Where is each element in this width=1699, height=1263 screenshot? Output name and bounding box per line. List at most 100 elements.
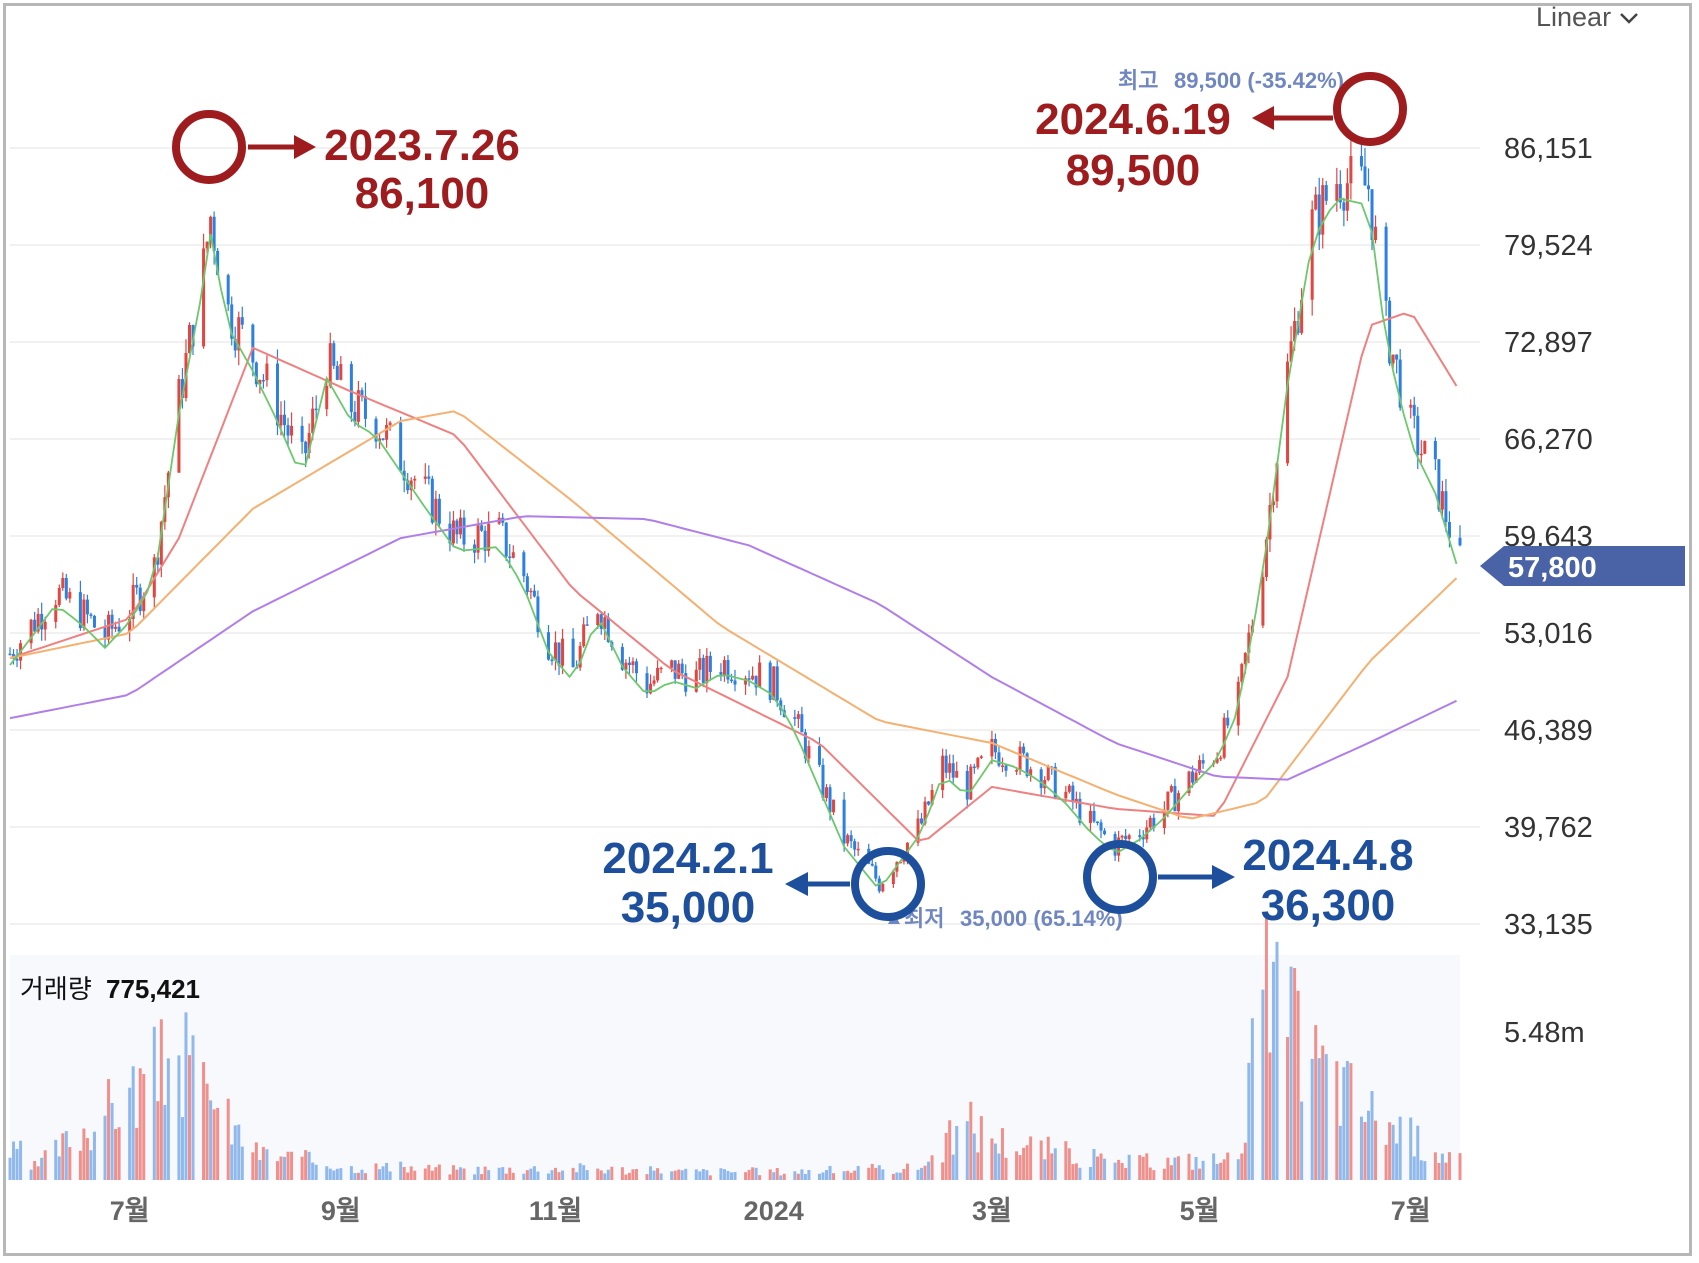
candle-body — [385, 424, 389, 440]
candle-body — [261, 379, 265, 382]
candle-body — [948, 763, 952, 773]
candle-body — [1370, 189, 1374, 241]
candle-body — [335, 365, 339, 380]
candle-body — [85, 599, 89, 615]
candle-body — [237, 317, 241, 351]
volume-bar — [772, 1172, 776, 1180]
candle-body — [1240, 664, 1244, 682]
candle-body — [825, 787, 829, 799]
candle-body — [1099, 822, 1103, 831]
volume-label-text: 거래량 — [20, 974, 92, 1004]
volume-bar — [402, 1167, 406, 1180]
volume-bar — [1370, 1091, 1374, 1180]
volume-bar — [923, 1165, 927, 1180]
candle-body — [606, 617, 610, 642]
volume-bar — [114, 1129, 118, 1180]
annotation-peak-2024: 2024.6.19 89,500 — [1035, 72, 1407, 195]
candle-body — [300, 425, 304, 442]
candle-body — [1388, 300, 1392, 364]
volume-bar — [103, 1115, 107, 1180]
candle-body — [437, 498, 441, 524]
volume-bar — [458, 1167, 462, 1180]
volume-bar — [726, 1170, 730, 1180]
volume-bar — [180, 1117, 184, 1180]
candle-body — [487, 523, 491, 551]
volume-bar — [286, 1151, 290, 1180]
low-value: 35,000 (65.14%) — [960, 906, 1123, 931]
candle-body — [1300, 299, 1304, 334]
candle-body — [1219, 757, 1223, 760]
candle-body — [649, 683, 653, 694]
candle-body — [522, 552, 526, 577]
volume-bar — [110, 1102, 114, 1180]
chevron-down-icon — [1620, 12, 1638, 24]
volume-bar — [546, 1173, 550, 1180]
volume-bar — [817, 1173, 821, 1180]
candle-body — [138, 587, 142, 612]
candle-body — [722, 660, 726, 675]
volume-bar — [701, 1168, 705, 1180]
volume-bar — [1222, 1159, 1226, 1180]
volume-bar — [413, 1170, 417, 1180]
volume-bar — [652, 1170, 656, 1180]
volume-bar — [265, 1149, 269, 1180]
candle-body — [768, 662, 772, 700]
candle-body — [177, 379, 181, 473]
candle-body — [856, 848, 860, 851]
volume-bar — [1067, 1148, 1071, 1180]
volume-bar — [649, 1166, 653, 1180]
volume-bar — [849, 1172, 853, 1180]
volume-bar — [1317, 1058, 1321, 1180]
time-tick-label: 11월 — [529, 1196, 582, 1226]
volume-bar — [821, 1172, 825, 1180]
volume-bar — [1247, 1062, 1251, 1180]
volume-bar — [536, 1171, 540, 1180]
volume-bar — [1103, 1158, 1107, 1180]
volume-bar — [1338, 1125, 1342, 1180]
volume-bar — [1053, 1148, 1057, 1180]
candle-body — [1096, 821, 1099, 824]
volume-bar — [325, 1166, 329, 1180]
candle-body — [1275, 463, 1279, 502]
candle-body — [254, 362, 258, 385]
volume-bar — [462, 1168, 466, 1180]
scale-dropdown[interactable]: Linear — [1536, 2, 1639, 33]
volume-bar — [33, 1160, 37, 1180]
volume-bar — [677, 1169, 681, 1180]
volume-bar — [1321, 1045, 1325, 1180]
volume-bar — [610, 1166, 614, 1180]
candle-body — [627, 662, 631, 666]
volume-bar — [680, 1170, 684, 1180]
candle-body — [82, 599, 86, 629]
candle-body — [1152, 817, 1156, 828]
volume-bar — [504, 1173, 508, 1180]
volume-bar — [427, 1164, 431, 1180]
candle-body — [427, 476, 431, 479]
volume-bar — [1374, 1120, 1378, 1180]
candle-body — [1395, 354, 1399, 360]
current-price-tag: 57,800 — [1480, 546, 1685, 586]
candle-body — [1191, 771, 1195, 783]
candle-body — [927, 801, 931, 805]
volume-bar — [624, 1174, 628, 1180]
volume-bar — [719, 1168, 723, 1180]
price-tick-label: 53,016 — [1504, 618, 1593, 650]
volume-bar — [1275, 941, 1279, 1180]
volume-bar — [874, 1167, 878, 1180]
current-price-label: 57,800 — [1508, 552, 1597, 584]
candle-body — [1025, 753, 1029, 777]
volume-bar — [1064, 1141, 1068, 1180]
candle-body — [1324, 185, 1328, 201]
candle-body — [550, 659, 554, 662]
candle-body — [902, 859, 906, 862]
volume-bar — [128, 1087, 132, 1180]
volume-bar — [1388, 1122, 1392, 1180]
volume-bar — [1409, 1117, 1413, 1180]
volume-bar — [800, 1169, 804, 1180]
candle-body — [1314, 194, 1318, 210]
volume-bar — [729, 1172, 733, 1180]
volume-value: 775,421 — [106, 974, 200, 1004]
volume-bar — [1416, 1125, 1420, 1180]
volume-bar — [314, 1164, 318, 1180]
